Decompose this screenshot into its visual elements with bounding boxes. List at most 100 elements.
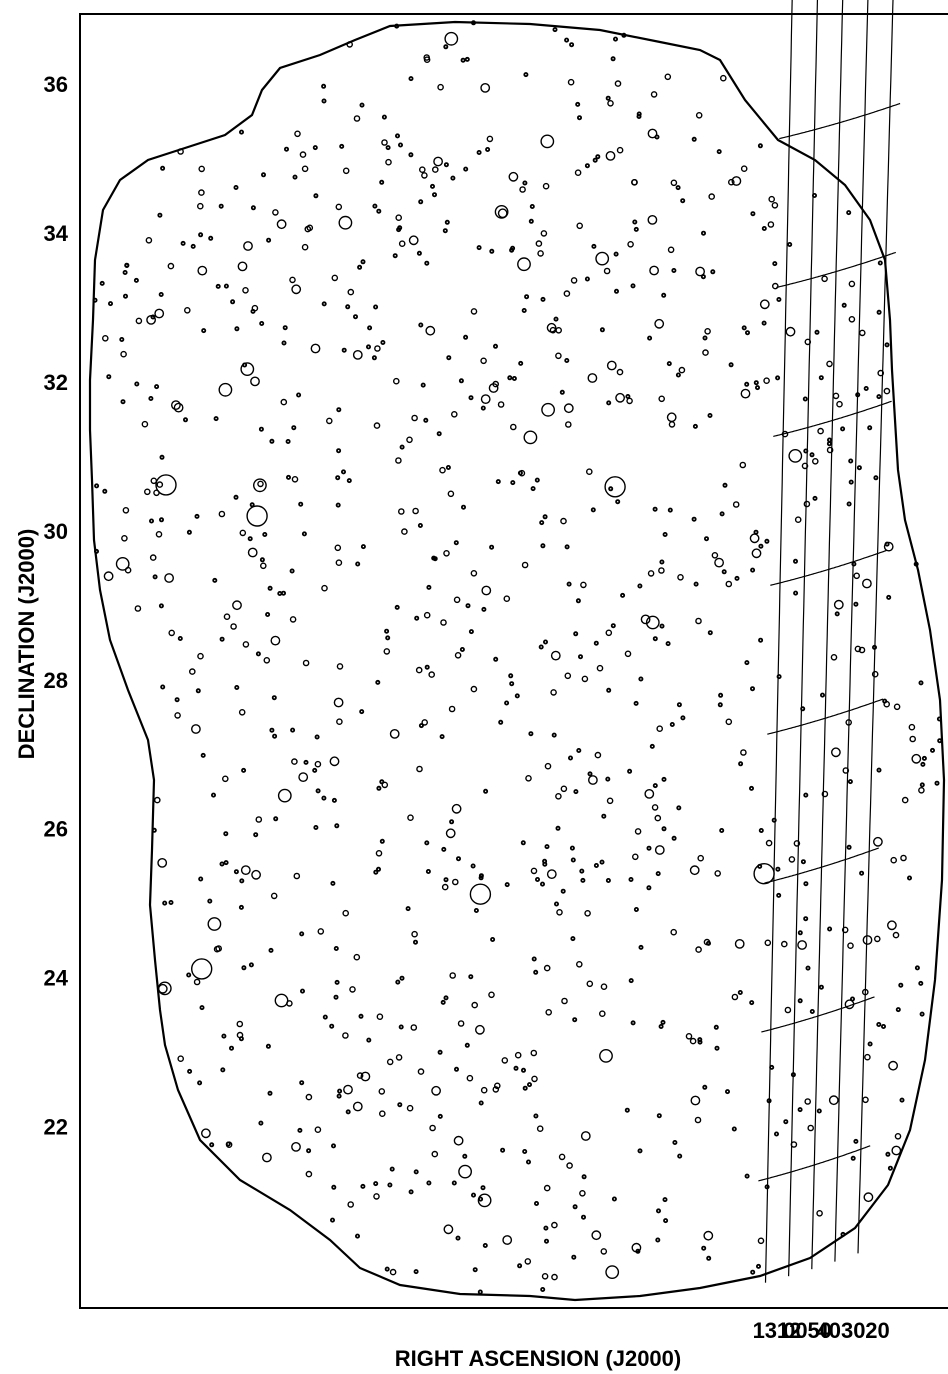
- source-point: [725, 1089, 731, 1095]
- source-point: [384, 628, 390, 634]
- source-point: [606, 797, 614, 805]
- source-point: [593, 863, 599, 869]
- source-point: [199, 1005, 205, 1011]
- source-point: [537, 250, 544, 257]
- source-point: [230, 299, 236, 305]
- source-point: [580, 877, 586, 883]
- source-point: [257, 480, 264, 488]
- source-point: [241, 965, 247, 971]
- source-point: [534, 1201, 540, 1207]
- source-point: [329, 1217, 335, 1223]
- plot-frame: [79, 13, 948, 1309]
- source-point: [668, 421, 676, 428]
- source-point: [465, 603, 471, 609]
- source-point: [373, 1181, 379, 1187]
- source-point: [298, 772, 309, 782]
- source-point: [358, 1013, 364, 1019]
- y-tick-label: 30: [44, 519, 68, 544]
- source-point: [812, 457, 819, 465]
- source-point: [517, 1263, 523, 1269]
- source-point: [460, 57, 466, 63]
- source-point: [303, 759, 309, 765]
- source-point: [535, 240, 543, 247]
- source-point: [888, 1060, 898, 1071]
- source-point: [661, 776, 667, 782]
- source-point: [565, 421, 572, 428]
- source-point: [248, 962, 254, 968]
- source-point: [334, 823, 340, 829]
- source-point: [654, 318, 665, 329]
- source-point: [720, 74, 727, 82]
- source-point: [564, 672, 572, 680]
- source-point: [658, 567, 665, 574]
- source-point: [616, 146, 624, 154]
- source-point: [913, 561, 919, 567]
- source-point: [790, 1072, 796, 1078]
- source-point: [887, 1165, 893, 1171]
- source-point: [818, 375, 824, 381]
- source-point: [233, 184, 239, 190]
- source-point: [518, 360, 524, 366]
- source-point: [514, 1051, 522, 1059]
- source-point: [289, 616, 297, 623]
- source-point: [846, 844, 852, 850]
- source-point: [728, 362, 734, 368]
- source-point: [387, 1182, 393, 1188]
- source-point: [373, 422, 381, 429]
- source-point: [509, 681, 515, 687]
- source-point: [398, 1024, 404, 1030]
- source-point: [862, 1096, 869, 1104]
- source-point: [106, 374, 112, 380]
- y-tick-label: 32: [44, 370, 68, 395]
- source-point: [581, 675, 589, 683]
- source-point: [174, 712, 181, 719]
- source-point: [223, 860, 229, 866]
- source-point: [713, 1024, 719, 1030]
- source-point: [177, 148, 184, 155]
- source-point: [719, 828, 725, 834]
- source-point: [481, 585, 492, 596]
- source-point: [636, 114, 642, 120]
- source-point: [395, 1054, 403, 1061]
- source-point: [834, 611, 840, 617]
- source-point: [221, 1033, 227, 1039]
- source-point: [661, 826, 667, 832]
- source-point: [271, 695, 277, 701]
- source-point: [247, 536, 253, 542]
- source-point: [148, 518, 154, 524]
- source-point: [200, 752, 206, 758]
- source-point: [218, 510, 226, 518]
- source-point: [661, 292, 667, 298]
- source-point: [666, 412, 677, 423]
- source-point: [376, 208, 382, 214]
- source-point: [630, 283, 636, 289]
- source-point: [689, 865, 700, 876]
- source-point: [563, 403, 574, 414]
- source-point: [895, 1007, 901, 1013]
- source-point: [134, 381, 140, 387]
- source-point: [397, 1102, 403, 1108]
- source-point: [386, 1058, 394, 1066]
- source-point: [247, 547, 258, 558]
- source-point: [725, 718, 733, 726]
- source-point: [283, 146, 289, 152]
- source-point: [160, 165, 166, 171]
- source-point: [198, 876, 204, 882]
- source-point: [522, 1149, 528, 1155]
- source-point: [637, 583, 643, 589]
- source-point: [432, 556, 438, 562]
- source-point: [392, 377, 400, 385]
- source-point: [502, 1235, 513, 1245]
- source-point: [167, 262, 175, 270]
- source-point: [423, 417, 429, 423]
- source-point: [595, 251, 610, 266]
- source-point: [389, 1166, 395, 1172]
- source-point: [334, 544, 342, 552]
- source-point: [750, 211, 756, 217]
- source-point: [234, 685, 240, 691]
- source-point: [431, 1150, 439, 1158]
- source-point: [208, 235, 214, 241]
- source-point: [389, 1268, 397, 1276]
- source-point: [555, 326, 563, 334]
